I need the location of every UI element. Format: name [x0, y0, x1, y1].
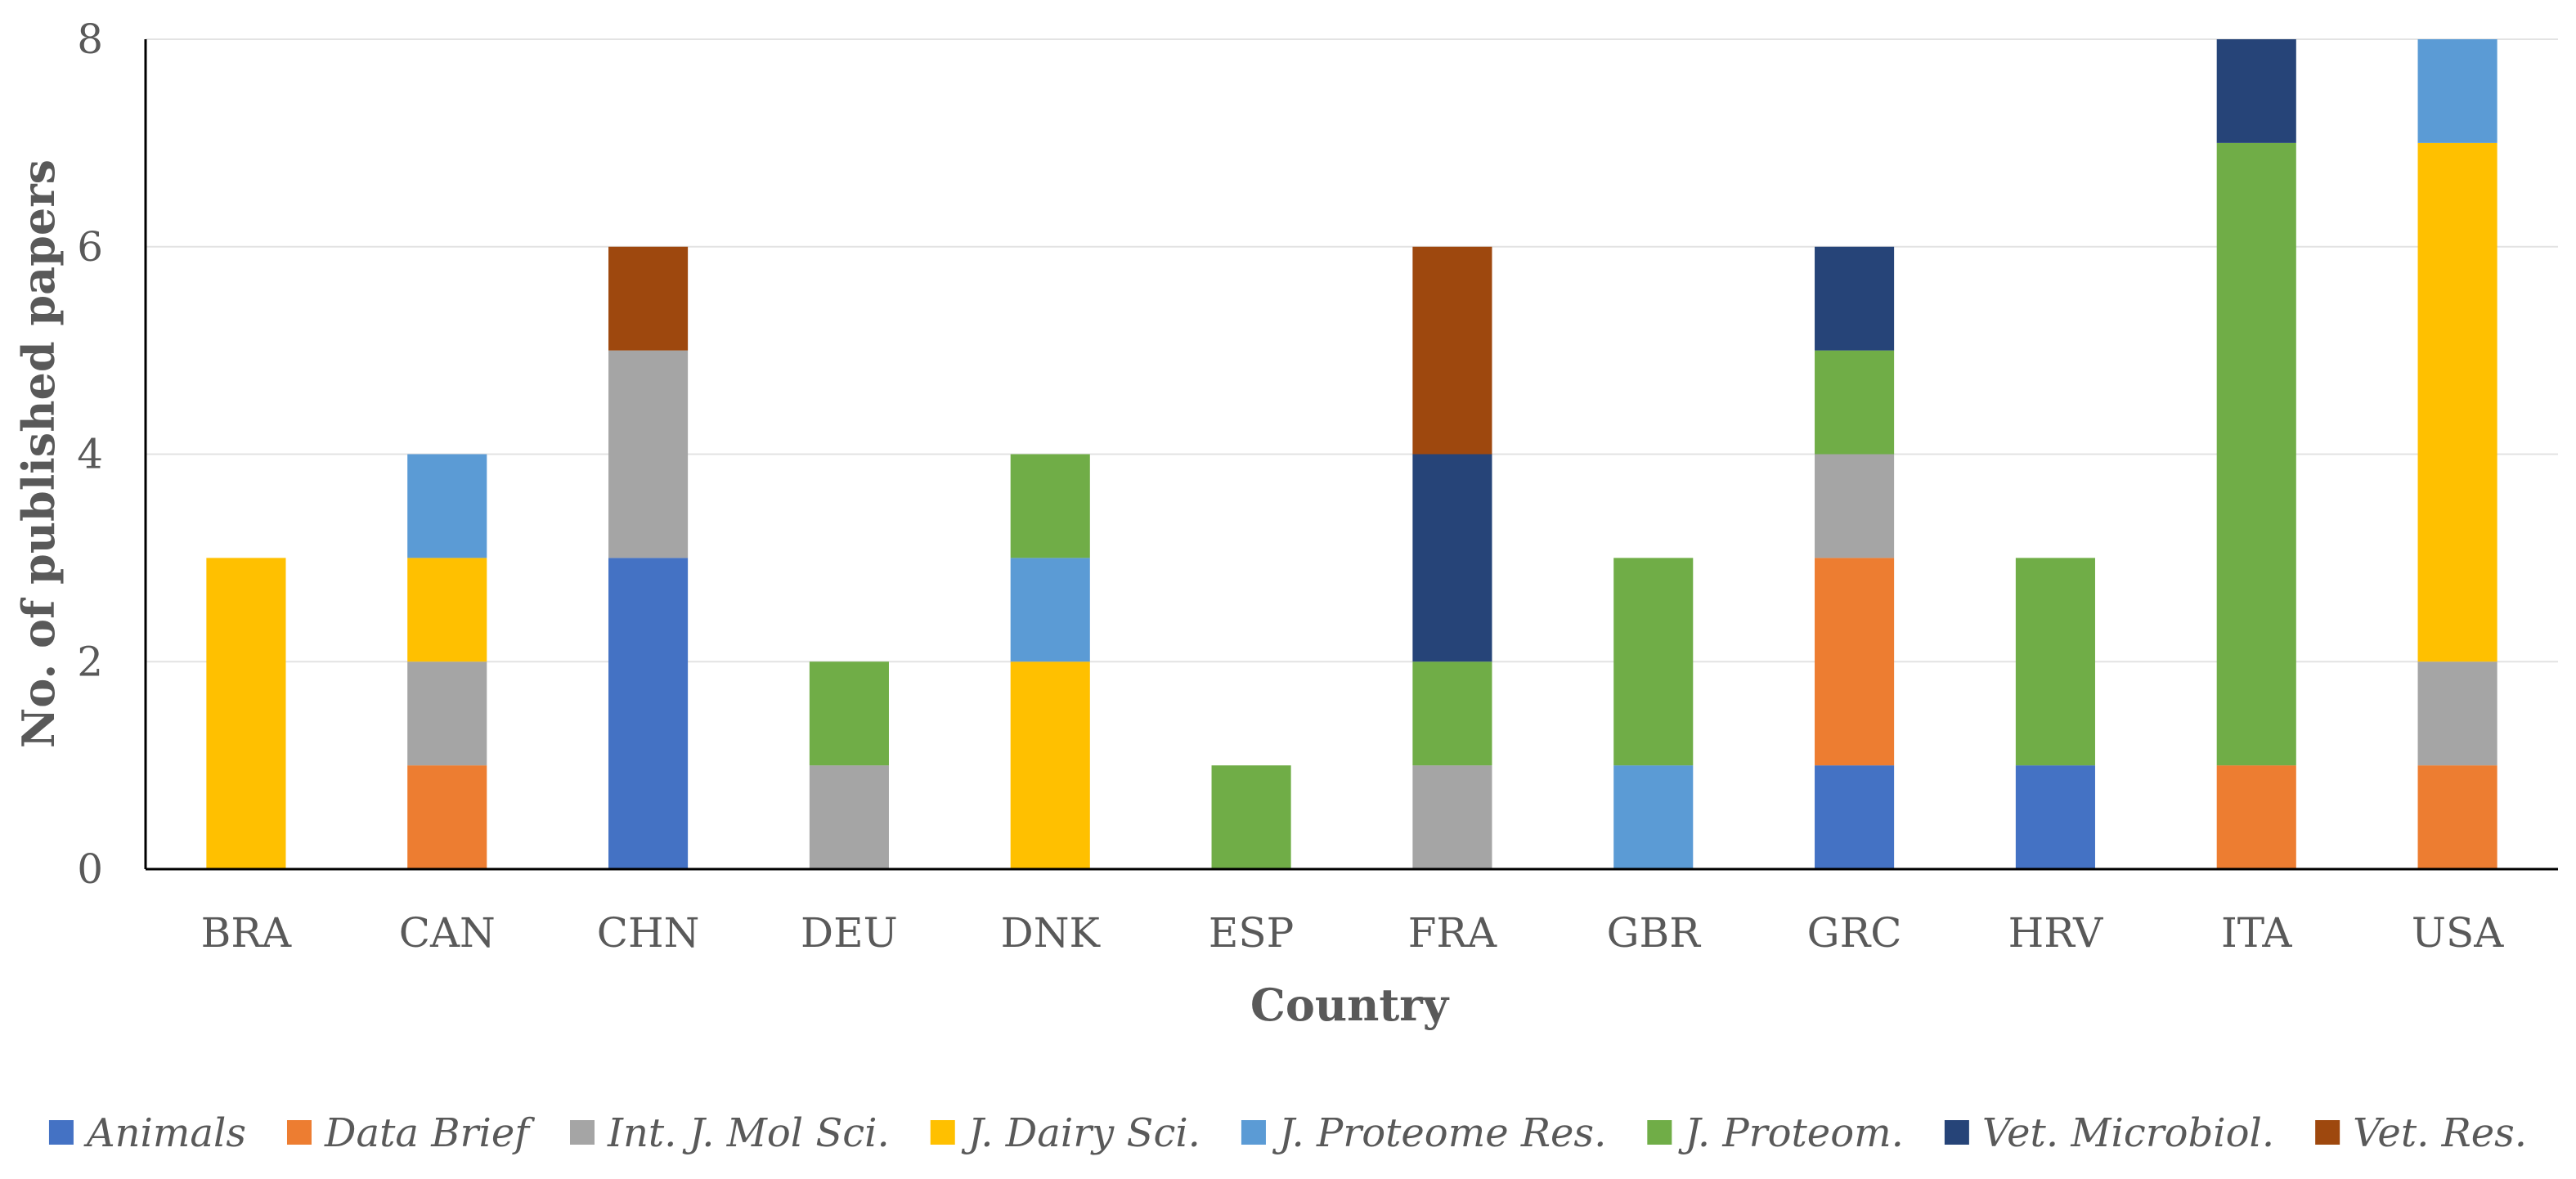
x-axis-title: Country	[1250, 979, 1450, 1031]
legend-swatch	[286, 1120, 312, 1145]
bar-segment	[407, 765, 487, 869]
x-tick-label: CAN	[399, 909, 496, 957]
x-tick-label: USA	[2412, 909, 2504, 957]
bar-segment	[608, 246, 689, 351]
legend-item: Int. J. Mol Sci.	[570, 1110, 890, 1156]
legend-swatch	[1944, 1120, 1969, 1145]
legend-label: J. Proteome Res.	[1272, 1110, 1606, 1156]
legend-item: Animals	[48, 1110, 246, 1156]
bar-segment	[1613, 558, 1694, 766]
bar-segment	[206, 558, 286, 869]
y-tick-label: 8	[77, 16, 103, 63]
x-tick-label: HRV	[2008, 909, 2103, 957]
bar-segment	[1815, 350, 1895, 455]
bar-segment	[1412, 765, 1492, 869]
bar-segment	[407, 558, 487, 662]
x-tick-label: GBR	[1607, 909, 1702, 957]
bar-segment	[1010, 661, 1090, 869]
legend-item: J. Proteom.	[1647, 1110, 1904, 1156]
x-tick-label: ITA	[2221, 909, 2292, 957]
legend: Animals Data Brief Int. J. Mol Sci. J. Dair…	[48, 1110, 2527, 1156]
bar-segment	[1412, 246, 1492, 455]
bar-segment	[1815, 454, 1895, 558]
y-tick-labels: 0 2 4 6 8	[77, 16, 103, 893]
legend-item: Data Brief	[286, 1110, 535, 1156]
legend-label: J. Dairy Sci.	[961, 1110, 1200, 1156]
gridlines	[146, 38, 2558, 663]
bar-segment	[2417, 142, 2497, 662]
x-tick-label: BRA	[201, 909, 292, 957]
bar-segment	[2417, 39, 2497, 143]
legend-item: J. Dairy Sci.	[930, 1110, 1200, 1156]
y-axis-title: No. of published papers	[12, 159, 65, 748]
bar-segment	[1815, 558, 1895, 766]
legend-label: J. Proteom.	[1677, 1110, 1904, 1156]
x-tick-label: GRC	[1807, 909, 1902, 957]
x-tick-label: FRA	[1408, 909, 1497, 957]
legend-swatch	[930, 1120, 955, 1145]
bar-segment	[608, 350, 689, 558]
y-tick-label: 6	[77, 223, 103, 271]
legend-item: Vet. Microbiol.	[1944, 1110, 2274, 1156]
bar-segment	[2417, 765, 2497, 869]
legend-swatch	[570, 1120, 595, 1145]
legend-label: Int. J. Mol Sci.	[607, 1110, 890, 1156]
x-tick-label: DEU	[801, 909, 898, 957]
bar-segment	[1010, 454, 1090, 558]
legend-swatch	[48, 1120, 74, 1145]
bar-segment	[2216, 142, 2296, 766]
legend-item: Vet. Res.	[2315, 1110, 2527, 1156]
bar-segment	[2015, 765, 2095, 869]
bar-segment	[1815, 765, 1895, 869]
legend-item: J. Proteome Res.	[1241, 1110, 1606, 1156]
bar-segment	[2417, 661, 2497, 766]
legend-label: Vet. Res.	[2353, 1110, 2527, 1156]
axes	[144, 39, 2558, 871]
bar-segment	[2216, 765, 2296, 869]
bar-segment	[1613, 765, 1694, 869]
bar-segment	[1815, 246, 1895, 351]
legend-swatch	[1241, 1120, 1266, 1145]
legend-swatch	[1647, 1120, 1672, 1145]
legend-label: Animals	[83, 1110, 246, 1156]
y-tick-label: 2	[77, 638, 103, 685]
bar-segment	[2216, 39, 2296, 143]
y-tick-label: 4	[77, 431, 103, 478]
bar-segment	[407, 661, 487, 766]
bar-segment	[407, 454, 487, 558]
bars	[206, 39, 2497, 869]
bar-segment	[1010, 558, 1090, 662]
bar-segment	[809, 765, 889, 869]
legend-swatch	[2315, 1120, 2340, 1145]
x-tick-label: DNK	[1001, 909, 1102, 957]
bar-segment	[2015, 558, 2095, 766]
bar-segment	[809, 661, 889, 766]
bar-segment	[1412, 454, 1492, 662]
x-tick-label: ESP	[1209, 909, 1294, 957]
legend-label: Data Brief	[324, 1110, 535, 1156]
x-tick-labels: BRA CAN CHN DEU DNK ESP FRA GBR GRC HRV ITA USA	[201, 909, 2505, 957]
legend-label: Vet. Microbiol.	[1982, 1110, 2274, 1156]
bar-segment	[608, 558, 689, 869]
x-tick-label: CHN	[597, 909, 700, 957]
bar-segment	[1412, 661, 1492, 766]
y-tick-label: 0	[77, 845, 103, 893]
bar-segment	[1211, 765, 1291, 869]
